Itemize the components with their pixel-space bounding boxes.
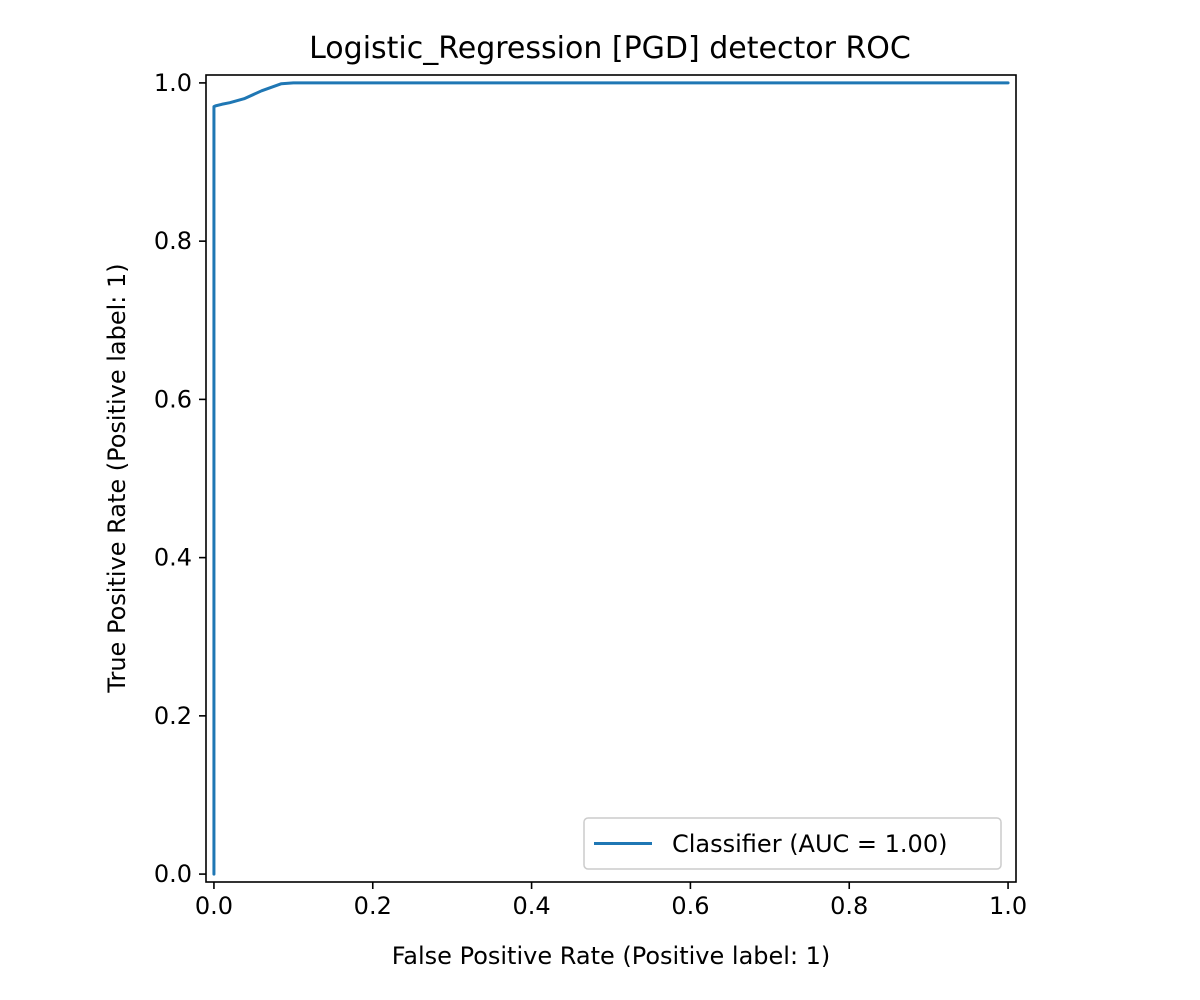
x-tick-label: 0.2 [354,892,392,920]
y-axis-label: True Positive Rate (Positive label: 1) [103,263,131,693]
y-tick-label: 0.4 [154,544,192,572]
series-layer [212,81,1010,876]
x-axis-label: False Positive Rate (Positive label: 1) [392,942,831,970]
chart-title: Logistic_Regression [PGD] detector ROC [309,31,911,66]
legend: Classifier (AUC = 1.00) [583,817,1002,870]
roc-curve-line [212,81,1010,876]
x-tick-label: 0.6 [671,892,709,920]
x-axis-ticks: 0.0 0.2 0.4 0.6 0.8 1.0 [195,882,1027,920]
axes-frame [205,74,1017,883]
y-tick-label: 0.6 [154,385,192,413]
y-axis-ticks: 0.0 0.2 0.4 0.6 0.8 1.0 [154,69,206,888]
y-tick-label: 1.0 [154,69,192,97]
plot-area: 0.0 0.2 0.4 0.6 0.8 1.0 0.0 0.2 0.4 0.6 0.8 1.0 [154,69,1027,920]
x-tick-label: 1.0 [989,892,1027,920]
x-tick-label: 0.8 [830,892,868,920]
legend-label: Classifier (AUC = 1.00) [672,830,947,858]
x-tick-label: 0.4 [513,892,551,920]
y-tick-label: 0.8 [154,227,192,255]
legend-box [583,817,1002,870]
y-tick-label: 0.2 [154,702,192,730]
y-tick-label: 0.0 [154,860,192,888]
x-tick-label: 0.0 [195,892,233,920]
